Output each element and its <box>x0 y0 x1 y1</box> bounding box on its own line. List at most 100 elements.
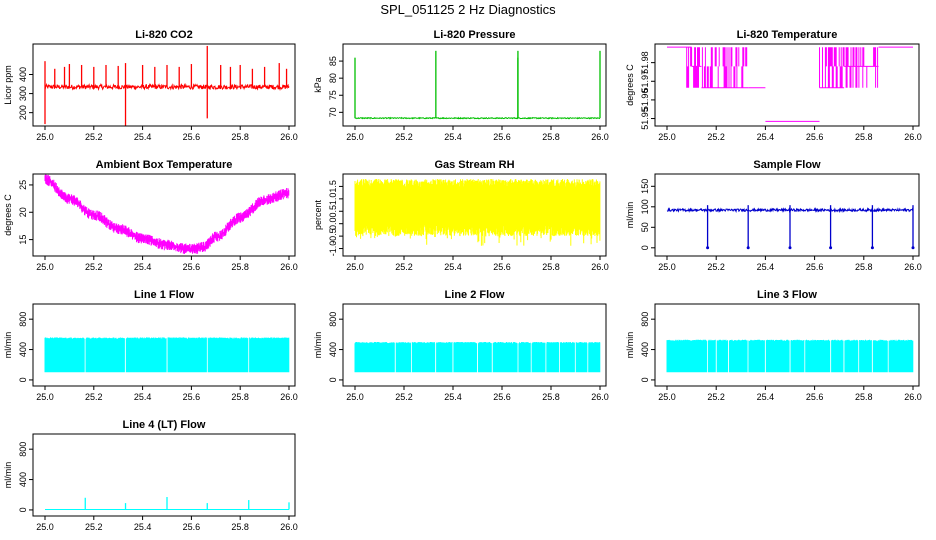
line-4-lt-flow-xtick-label: 25.8 <box>231 522 249 532</box>
line-3-flow-series <box>666 339 914 373</box>
sample-flow-dip-point <box>788 246 792 250</box>
line-2-flow-frame <box>342 303 607 387</box>
gas-stream-rh-ytick-label: 0.0 <box>328 217 338 230</box>
sample-flow-dip-point <box>829 246 833 250</box>
panel-ambient-box-temperature: Ambient Box Temperature degrees C 25.0 25.2… <box>3 159 298 272</box>
ambient-box-temperature-xtick-label: 25.0 <box>36 262 54 272</box>
line-4-lt-flow-xtick-label: 25.6 <box>183 522 201 532</box>
li-820-temperature-title: Li-820 Temperature <box>737 29 838 41</box>
sample-flow-dip-point <box>870 246 874 250</box>
line-1-flow-frame <box>32 303 296 387</box>
ambient-box-temperature-series <box>44 174 290 254</box>
ambient-box-temperature-xtick-label: 25.2 <box>85 262 103 272</box>
li-820-temperature-ytick-label: 51.97 <box>640 70 650 93</box>
line-2-flow-title: Line 2 Flow <box>445 289 505 301</box>
line-4-lt-flow-series <box>45 497 290 510</box>
li-820-co2-title: Li-820 CO2 <box>135 29 192 41</box>
sample-flow-ytick-label: 100 <box>640 199 650 214</box>
li-820-temperature-xtick-label: 25.6 <box>806 132 824 142</box>
gas-stream-rh-ytick-label: 1.5 <box>328 180 338 193</box>
line-1-flow-ytick-label: 400 <box>18 342 28 357</box>
panel-li-820-pressure: Li-820 Pressure kPa 25.0 25.2 25.4 25.6 25.8 26… <box>313 29 609 142</box>
li-820-temperature-xtick-label: 25.8 <box>855 132 873 142</box>
ambient-box-temperature-xtick-label: 25.4 <box>134 262 152 272</box>
li-820-co2-xtick-label: 25.6 <box>183 132 201 142</box>
li-820-co2-ytick-label: 200 <box>18 105 28 120</box>
li-820-co2-xtick-label: 25.2 <box>85 132 103 142</box>
panel-line-3-flow: Line 3 Flow ml/min 25.0 25.2 25.4 25.6 25.8 26.… <box>625 289 922 402</box>
li-820-co2-xtick-label: 25.4 <box>134 132 152 142</box>
line-4-lt-flow-xtick-label: 25.0 <box>36 522 54 532</box>
gas-stream-rh-xtick-label: 25.2 <box>395 262 413 272</box>
li-820-pressure-ytick-label: 85 <box>328 56 338 66</box>
ambient-box-temperature-xtick-label: 25.6 <box>183 262 201 272</box>
line-3-flow-frame <box>654 303 920 387</box>
ambient-box-temperature-ylabel: degrees C <box>3 194 13 236</box>
li-820-temperature-xtick-label: 26.0 <box>904 132 922 142</box>
line-4-lt-flow-ylabel: ml/min <box>3 462 13 489</box>
gas-stream-rh-title: Gas Stream RH <box>434 159 514 171</box>
line-4-lt-flow-ytick-label: 0 <box>18 507 28 512</box>
li-820-co2-series <box>44 45 290 126</box>
li-820-pressure-ylabel: kPa <box>313 77 323 93</box>
line-2-flow-ylabel: ml/min <box>313 332 323 359</box>
panel-gas-stream-rh: Gas Stream RH percent 25.0 25.2 25.4 25.6 25.8… <box>313 159 609 272</box>
line-3-flow-ytick-label: 0 <box>640 377 650 382</box>
li-820-temperature-series <box>667 46 913 122</box>
line-1-flow-xtick-label: 25.4 <box>134 392 152 402</box>
ambient-box-temperature-xtick-label: 26.0 <box>280 262 298 272</box>
li-820-co2-xtick-label: 25.8 <box>231 132 249 142</box>
line-4-lt-flow-xtick-label: 26.0 <box>280 522 298 532</box>
line-3-flow-xtick-label: 25.8 <box>855 392 873 402</box>
sample-flow-title: Sample Flow <box>753 159 821 171</box>
li-820-pressure-xtick-label: 25.0 <box>346 132 364 142</box>
line-1-flow-ytick-label: 800 <box>18 312 28 327</box>
line-4-lt-flow-ytick-label: 400 <box>18 472 28 487</box>
gas-stream-rh-xtick-label: 25.6 <box>493 262 511 272</box>
gas-stream-rh-ytick-label: 1.0 <box>328 193 338 206</box>
sample-flow-dip-point <box>706 246 710 250</box>
sample-flow-xtick-label: 25.4 <box>757 262 775 272</box>
li-820-temperature-toggles <box>686 47 879 88</box>
ambient-box-temperature-ytick-label: 20 <box>18 207 28 217</box>
li-820-pressure-xtick-label: 25.2 <box>395 132 413 142</box>
line-4-lt-flow-ytick-label: 800 <box>18 442 28 457</box>
li-820-co2-xtick-label: 26.0 <box>280 132 298 142</box>
li-820-co2-ytick-label: 400 <box>18 67 28 82</box>
line-1-flow-xtick-label: 26.0 <box>280 392 298 402</box>
sample-flow-ytick-label: 0 <box>640 245 650 250</box>
line-4-lt-flow-xtick-label: 25.2 <box>85 522 103 532</box>
line-2-flow-xtick-label: 25.6 <box>493 392 511 402</box>
li-820-co2-frame <box>32 43 296 127</box>
sample-flow-xtick-label: 26.0 <box>904 262 922 272</box>
line-3-flow-xtick-label: 25.0 <box>658 392 676 402</box>
line-1-flow-xtick-label: 25.2 <box>85 392 103 402</box>
line-2-flow-series <box>354 342 601 373</box>
sample-flow-ytick-label: 150 <box>640 179 650 194</box>
sample-flow-xtick-label: 25.2 <box>707 262 725 272</box>
sample-flow-xtick-label: 25.8 <box>855 262 873 272</box>
sample-flow-ylabel: ml/min <box>625 202 635 229</box>
gas-stream-rh-ytick-label: 0.5 <box>328 205 338 218</box>
li-820-pressure-title: Li-820 Pressure <box>434 29 516 41</box>
ambient-box-temperature-frame <box>32 173 296 257</box>
sample-flow-dip-point <box>911 246 915 250</box>
ambient-box-temperature-xtick-label: 25.8 <box>231 262 249 272</box>
li-820-temperature-xtick-label: 25.2 <box>707 132 725 142</box>
line-2-flow-xtick-label: 25.4 <box>444 392 462 402</box>
li-820-pressure-xtick-label: 25.4 <box>444 132 462 142</box>
gas-stream-rh-frame <box>342 173 607 257</box>
gas-stream-rh-xtick-label: 25.4 <box>444 262 462 272</box>
line-1-flow-ytick-label: 0 <box>18 377 28 382</box>
line-1-flow-ylabel: ml/min <box>3 332 13 359</box>
li-820-temperature-frame <box>654 43 920 127</box>
line-3-flow-xtick-label: 25.2 <box>707 392 725 402</box>
gas-stream-rh-ylabel: percent <box>313 199 323 230</box>
li-820-pressure-line <box>354 116 601 120</box>
line-3-flow-xtick-label: 25.4 <box>757 392 775 402</box>
ambient-box-temperature-ytick-label: 15 <box>18 235 28 245</box>
li-820-pressure-xtick-label: 25.6 <box>493 132 511 142</box>
li-820-pressure-frame <box>342 43 607 127</box>
line-4-lt-flow-title: Line 4 (LT) Flow <box>123 419 206 431</box>
li-820-co2-ylabel: Licor ppm <box>3 65 13 105</box>
